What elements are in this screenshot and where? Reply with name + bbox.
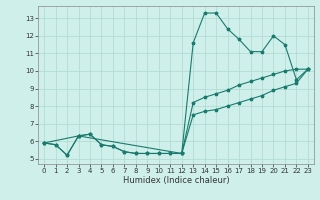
X-axis label: Humidex (Indice chaleur): Humidex (Indice chaleur) bbox=[123, 176, 229, 185]
